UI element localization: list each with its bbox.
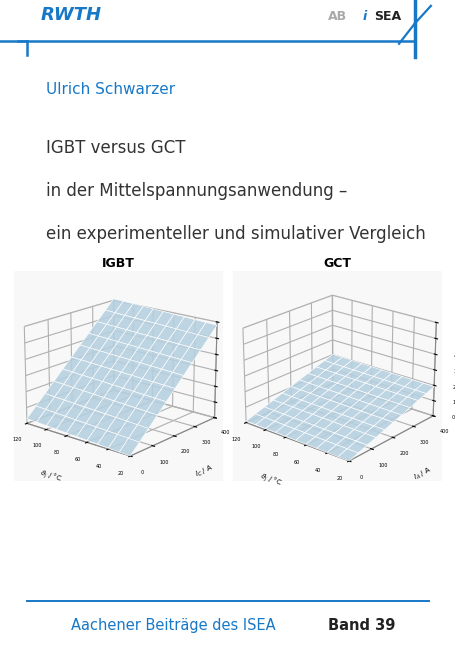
X-axis label: $\vartheta_j$ / °C: $\vartheta_j$ / °C — [38, 468, 64, 486]
Text: i: i — [362, 10, 366, 23]
Text: SEA: SEA — [373, 10, 400, 23]
FancyBboxPatch shape — [36, 69, 237, 110]
X-axis label: $\vartheta_j$ / °C: $\vartheta_j$ / °C — [257, 470, 283, 490]
Text: IGBT versus GCT: IGBT versus GCT — [46, 139, 185, 157]
Text: Ulrich Schwarzer: Ulrich Schwarzer — [46, 82, 174, 97]
Title: IGBT: IGBT — [102, 257, 135, 270]
Text: Aachener Beiträge des ISEA: Aachener Beiträge des ISEA — [71, 618, 275, 634]
Title: GCT: GCT — [323, 257, 351, 270]
Y-axis label: $I_A$ / A: $I_A$ / A — [411, 465, 433, 483]
Text: ein experimenteller und simulativer Vergleich: ein experimenteller und simulativer Verg… — [46, 225, 425, 242]
Y-axis label: $I_C$ / A: $I_C$ / A — [193, 463, 215, 480]
Text: in der Mittelspannungsanwendung –: in der Mittelspannungsanwendung – — [46, 182, 346, 200]
Text: RWTH: RWTH — [41, 6, 102, 24]
Text: AB: AB — [328, 10, 347, 23]
Text: Band 39: Band 39 — [328, 618, 395, 634]
